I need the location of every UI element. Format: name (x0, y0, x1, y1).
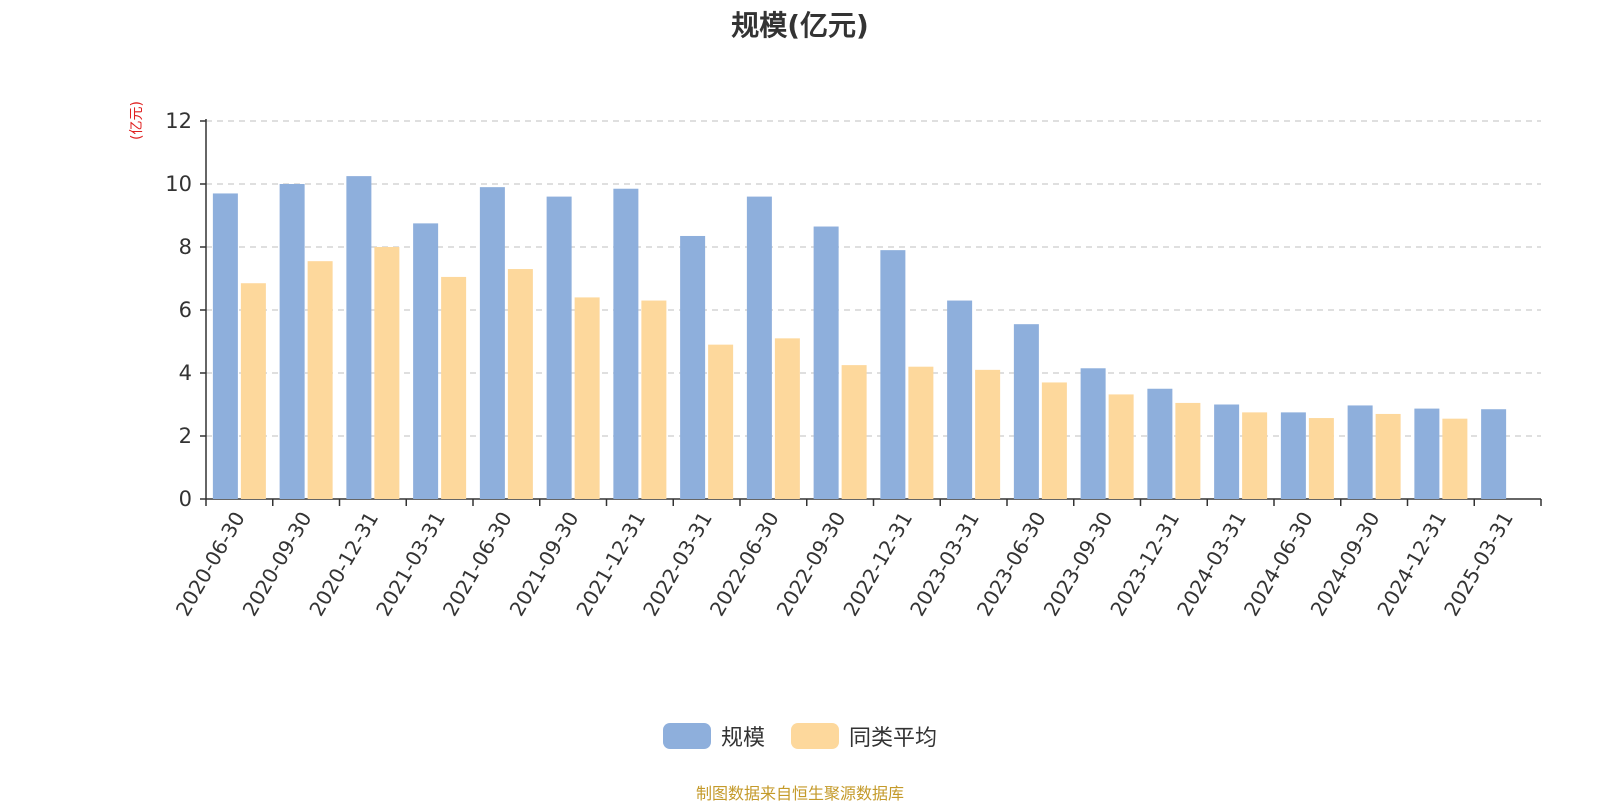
bar-peer-average (641, 300, 667, 499)
legend-label-scale: 规模 (720, 726, 765, 751)
bar-peer-average (1442, 418, 1468, 499)
y-tick-label: 2 (179, 424, 192, 448)
y-tick-label: 6 (179, 298, 192, 322)
bar-scale (1280, 412, 1306, 499)
x-tick-label: 2023-12-31 (1105, 508, 1184, 621)
bar-scale (1080, 368, 1106, 499)
bar-peer-average (1242, 412, 1268, 499)
x-tick-label: 2024-09-30 (1306, 508, 1385, 621)
legend-swatch-peer-average (791, 723, 839, 749)
bar-scale (947, 300, 973, 499)
bar-peer-average (774, 338, 800, 499)
bar-peer-average (908, 366, 934, 499)
x-tick-label: 2020-06-30 (171, 508, 250, 621)
bar-peer-average (1041, 382, 1067, 499)
bar-scale (746, 196, 772, 499)
bar-scale (613, 188, 639, 499)
chart-title: 规模(亿元) (731, 9, 869, 42)
bar-scale (479, 187, 505, 499)
bar-scale (212, 193, 238, 499)
legend-label-peer-average: 同类平均 (849, 726, 938, 751)
legend-item-peer-average[interactable]: 同类平均 (791, 720, 937, 752)
x-tick-label: 2024-06-30 (1239, 508, 1318, 621)
x-tick-label: 2021-03-31 (371, 508, 450, 621)
y-tick-label: 0 (179, 487, 192, 511)
bar-peer-average (307, 261, 333, 499)
bar-peer-average (1108, 394, 1134, 499)
x-tick-label: 2021-09-30 (505, 508, 584, 621)
x-tick-label: 2022-03-31 (638, 508, 717, 621)
bar-scale (279, 184, 305, 499)
bar-peer-average (841, 365, 867, 499)
bar-peer-average (574, 297, 600, 499)
x-tick-label: 2022-09-30 (772, 508, 851, 621)
bar-peer-average (1308, 418, 1334, 499)
bar-scale (413, 223, 439, 499)
bar-scale (1347, 405, 1373, 499)
y-tick-label: 12 (165, 109, 192, 133)
legend-swatch-scale (662, 723, 711, 749)
x-tick-label: 2024-03-31 (1172, 508, 1251, 621)
bar-scale (813, 226, 839, 499)
x-tick-label: 2021-12-31 (571, 508, 650, 621)
x-tick-label: 2023-09-30 (1039, 508, 1118, 621)
x-tick-label: 2022-06-30 (705, 508, 784, 621)
y-tick-label: 10 (165, 172, 192, 196)
bar-peer-average (507, 269, 533, 499)
bar-chart: 0246810122020-06-302020-09-302020-12-312… (165, 109, 1542, 621)
bar-scale (1214, 404, 1240, 499)
bar-peer-average (1175, 402, 1201, 499)
bar-scale (546, 196, 572, 499)
legend-item-scale[interactable]: 规模 (662, 720, 765, 752)
x-tick-label: 2023-06-30 (972, 508, 1051, 621)
bar-scale (1147, 388, 1173, 499)
bar-scale (346, 176, 372, 499)
y-tick-label: 8 (179, 235, 192, 259)
x-tick-label: 2021-06-30 (438, 508, 517, 621)
bar-peer-average (708, 344, 734, 499)
x-tick-label: 2024-12-31 (1372, 508, 1451, 621)
bar-peer-average (441, 276, 467, 499)
x-tick-label: 2020-09-30 (238, 508, 317, 621)
bar-peer-average (1375, 413, 1401, 499)
x-tick-label: 2023-03-31 (905, 508, 984, 621)
bar-peer-average (975, 369, 1001, 499)
bar-peer-average (374, 247, 400, 499)
source-note: 制图数据来自恒生聚源数据库 (695, 784, 904, 803)
bar-scale (1013, 324, 1039, 499)
y-tick-label: 4 (179, 361, 192, 385)
x-tick-label: 2022-12-31 (838, 508, 917, 621)
bar-scale (880, 250, 906, 499)
legend: 规模 同类平均 (0, 720, 1600, 752)
x-tick-label: 2020-12-31 (304, 508, 383, 621)
bar-scale (680, 235, 706, 499)
bar-peer-average (240, 283, 266, 499)
x-tick-label: 2025-03-31 (1439, 508, 1518, 621)
bar-scale (1481, 409, 1507, 499)
bar-scale (1414, 408, 1440, 499)
